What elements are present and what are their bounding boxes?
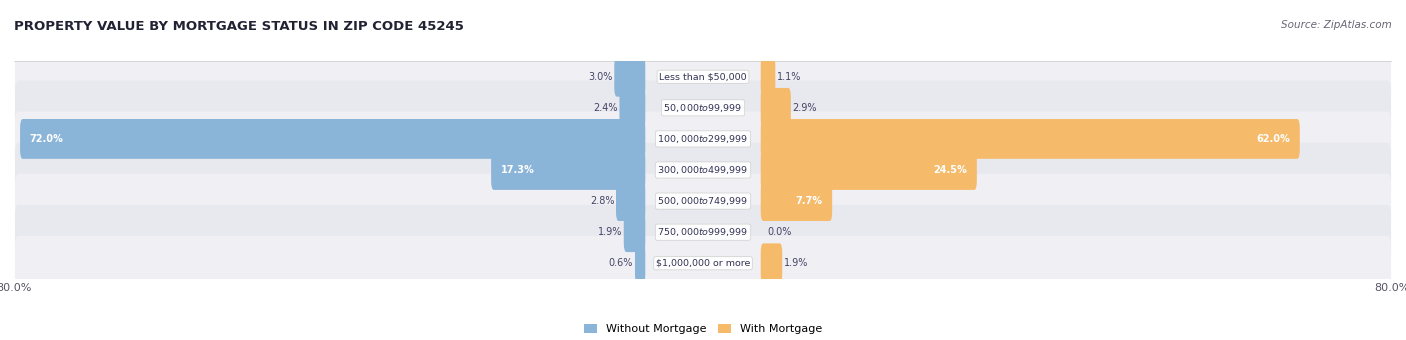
Text: $1,000,000 or more: $1,000,000 or more xyxy=(655,259,751,268)
FancyBboxPatch shape xyxy=(624,212,645,252)
FancyBboxPatch shape xyxy=(15,81,1391,135)
Text: 1.9%: 1.9% xyxy=(598,227,621,237)
FancyBboxPatch shape xyxy=(20,119,645,159)
FancyBboxPatch shape xyxy=(761,57,775,97)
FancyBboxPatch shape xyxy=(761,88,790,128)
Text: 2.4%: 2.4% xyxy=(593,103,617,113)
Text: 7.7%: 7.7% xyxy=(796,196,823,206)
FancyBboxPatch shape xyxy=(491,150,645,190)
FancyBboxPatch shape xyxy=(761,150,977,190)
Text: $100,000 to $299,999: $100,000 to $299,999 xyxy=(658,133,748,145)
Text: 1.1%: 1.1% xyxy=(778,72,801,82)
FancyBboxPatch shape xyxy=(761,181,832,221)
Text: $50,000 to $99,999: $50,000 to $99,999 xyxy=(664,102,742,114)
FancyBboxPatch shape xyxy=(761,243,782,283)
FancyBboxPatch shape xyxy=(15,112,1391,166)
FancyBboxPatch shape xyxy=(15,49,1391,104)
Text: 2.9%: 2.9% xyxy=(793,103,817,113)
Text: Source: ZipAtlas.com: Source: ZipAtlas.com xyxy=(1281,20,1392,30)
Text: 1.9%: 1.9% xyxy=(785,258,808,268)
Text: 3.0%: 3.0% xyxy=(588,72,613,82)
Text: 0.0%: 0.0% xyxy=(768,227,792,237)
Text: 17.3%: 17.3% xyxy=(501,165,534,175)
FancyBboxPatch shape xyxy=(15,205,1391,259)
Text: 0.6%: 0.6% xyxy=(609,258,633,268)
Text: Less than $50,000: Less than $50,000 xyxy=(659,72,747,81)
Legend: Without Mortgage, With Mortgage: Without Mortgage, With Mortgage xyxy=(579,319,827,339)
FancyBboxPatch shape xyxy=(614,57,645,97)
FancyBboxPatch shape xyxy=(761,119,1299,159)
Text: $750,000 to $999,999: $750,000 to $999,999 xyxy=(658,226,748,238)
FancyBboxPatch shape xyxy=(15,143,1391,197)
FancyBboxPatch shape xyxy=(616,181,645,221)
FancyBboxPatch shape xyxy=(15,236,1391,291)
Text: 72.0%: 72.0% xyxy=(30,134,63,144)
FancyBboxPatch shape xyxy=(620,88,645,128)
Text: 62.0%: 62.0% xyxy=(1257,134,1291,144)
Text: $300,000 to $499,999: $300,000 to $499,999 xyxy=(658,164,748,176)
Text: 2.8%: 2.8% xyxy=(589,196,614,206)
FancyBboxPatch shape xyxy=(15,174,1391,228)
Text: $500,000 to $749,999: $500,000 to $749,999 xyxy=(658,195,748,207)
FancyBboxPatch shape xyxy=(636,243,645,283)
Text: 24.5%: 24.5% xyxy=(934,165,967,175)
Text: PROPERTY VALUE BY MORTGAGE STATUS IN ZIP CODE 45245: PROPERTY VALUE BY MORTGAGE STATUS IN ZIP… xyxy=(14,20,464,33)
